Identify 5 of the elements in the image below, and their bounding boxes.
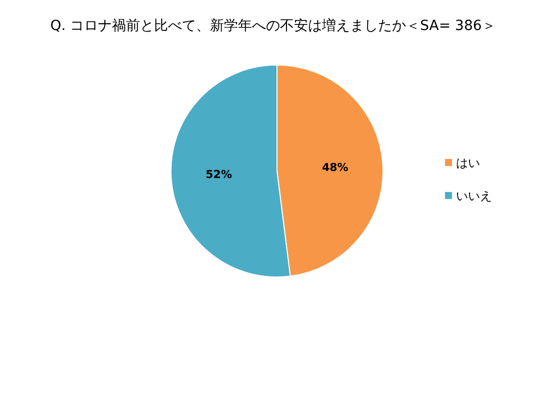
- legend-label: いいえ: [456, 189, 492, 203]
- data-label: 48%: [322, 160, 348, 174]
- data-label: 52%: [206, 168, 232, 182]
- chart-title: Q. コロナ禍前と比べて、新学年への不安は増えましたか＜SA= 386＞: [50, 17, 496, 34]
- legend-label: はい: [456, 156, 480, 170]
